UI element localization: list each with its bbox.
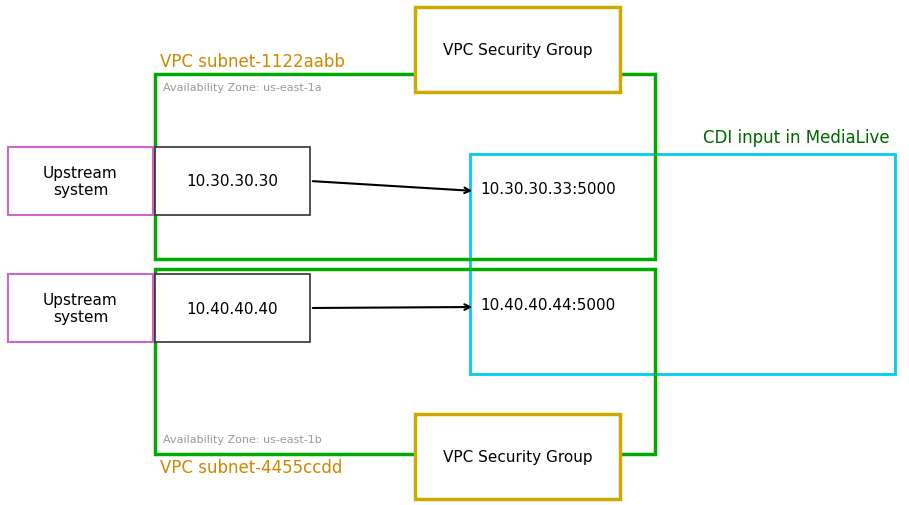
Bar — [155, 274, 310, 342]
Bar — [415, 414, 620, 499]
Text: Upstream
system: Upstream system — [43, 166, 118, 198]
Text: CDI input in MediaLive: CDI input in MediaLive — [704, 129, 890, 147]
Text: 10.30.30.30: 10.30.30.30 — [186, 174, 278, 189]
Text: Availability Zone: us-east-1a: Availability Zone: us-east-1a — [163, 83, 322, 93]
Bar — [155, 75, 655, 260]
Bar — [8, 274, 153, 342]
Text: VPC subnet-1122aabb: VPC subnet-1122aabb — [160, 53, 345, 71]
Text: 10.40.40.44:5000: 10.40.40.44:5000 — [480, 297, 615, 313]
Text: VPC Security Group: VPC Security Group — [443, 43, 593, 58]
Text: VPC Security Group: VPC Security Group — [443, 449, 593, 464]
Bar — [470, 155, 895, 374]
Bar — [155, 270, 655, 454]
Text: Upstream
system: Upstream system — [43, 292, 118, 325]
Bar — [155, 147, 310, 216]
Text: Availability Zone: us-east-1b: Availability Zone: us-east-1b — [163, 434, 322, 444]
Text: VPC subnet-4455ccdd: VPC subnet-4455ccdd — [160, 458, 343, 476]
Text: 10.30.30.33:5000: 10.30.30.33:5000 — [480, 182, 615, 196]
Bar — [8, 147, 153, 216]
Text: 10.40.40.40: 10.40.40.40 — [186, 301, 278, 316]
Bar — [415, 8, 620, 93]
